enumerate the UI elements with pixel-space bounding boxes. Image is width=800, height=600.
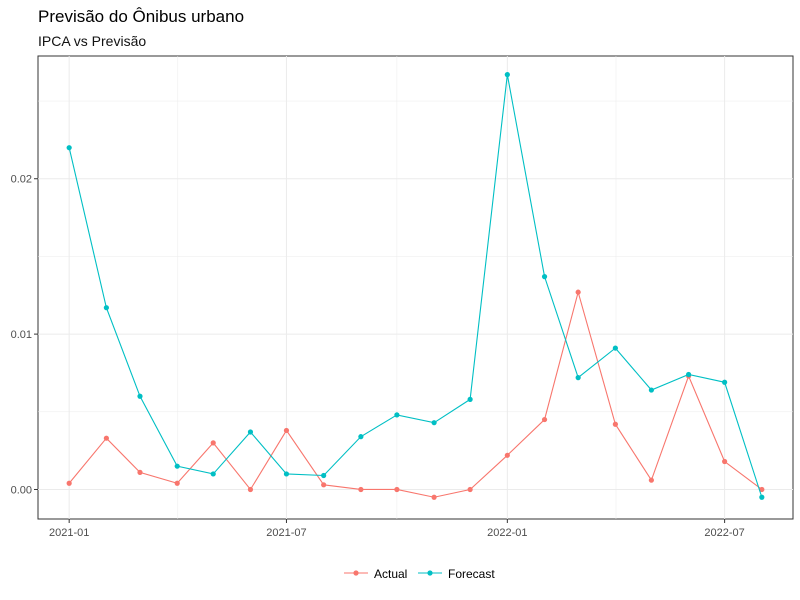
grid-lines <box>38 56 793 519</box>
series-line-actual <box>68 290 763 498</box>
data-point-actual <box>648 477 654 483</box>
chart-subtitle: IPCA vs Previsão <box>38 33 147 49</box>
x-tick-label: 2021-01 <box>49 527 89 539</box>
data-point-actual <box>394 486 400 493</box>
data-point-forecast <box>541 274 548 280</box>
x-tick-label: 2022-01 <box>487 527 527 539</box>
data-point-actual <box>541 416 548 423</box>
data-point-actual <box>321 482 327 488</box>
data-point-actual <box>137 469 143 475</box>
y-tick-label: 0.00 <box>11 484 32 496</box>
x-tick-label: 2021-07 <box>266 527 306 539</box>
data-point-forecast <box>686 371 692 378</box>
legend-label-actual: Actual <box>374 567 407 581</box>
data-point-forecast <box>283 471 290 477</box>
data-point-actual <box>612 421 618 427</box>
data-point-forecast <box>612 345 618 351</box>
data-point-forecast <box>431 420 437 426</box>
data-point-forecast <box>66 145 72 151</box>
x-tick-label: 2022-07 <box>704 527 744 539</box>
data-point-actual <box>431 494 437 500</box>
legend: Actual Forecast <box>344 567 495 581</box>
data-point-forecast <box>358 434 364 440</box>
chart-title: Previsão do Ônibus urbano <box>38 7 245 26</box>
data-point-actual <box>358 486 364 493</box>
data-point-forecast <box>103 305 109 311</box>
plot-panel <box>37 55 794 520</box>
data-point-actual <box>174 480 180 486</box>
axes: 0.00 0.01 0.02 2021-01 2021-07 2022-01 2022-07 <box>11 174 745 539</box>
data-point-actual <box>103 435 109 441</box>
data-point-forecast <box>575 375 581 381</box>
data-point-forecast <box>174 463 180 469</box>
data-point-forecast <box>394 412 400 418</box>
data-point-actual <box>247 486 254 493</box>
data-point-forecast <box>722 379 728 385</box>
data-point-forecast <box>210 471 216 477</box>
data-point-actual <box>722 458 728 465</box>
data-point-forecast <box>759 494 765 500</box>
data-point-actual <box>467 486 473 493</box>
data-point-actual <box>210 440 216 446</box>
data-point-forecast <box>648 387 654 393</box>
data-point-actual <box>575 289 581 295</box>
series-layer <box>66 72 765 500</box>
data-point-forecast <box>247 429 254 435</box>
data-point-actual <box>283 427 290 434</box>
data-point-forecast <box>321 472 327 479</box>
data-point-actual <box>66 480 72 486</box>
y-tick-label: 0.02 <box>11 174 32 186</box>
data-point-actual <box>759 486 765 493</box>
data-point-forecast <box>504 72 510 78</box>
series-line-forecast <box>68 74 763 498</box>
data-point-forecast <box>137 393 143 399</box>
data-point-actual <box>504 452 510 458</box>
legend-key-point-actual <box>353 570 359 576</box>
legend-label-forecast: Forecast <box>448 567 495 581</box>
legend-key-point-forecast <box>427 570 433 576</box>
data-point-forecast <box>467 396 473 402</box>
y-tick-label: 0.01 <box>11 329 32 341</box>
